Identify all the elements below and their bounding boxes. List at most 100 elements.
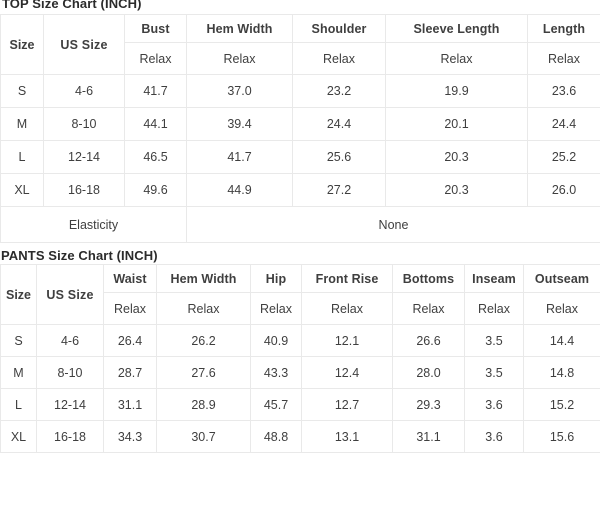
cell-hem-width: 44.9 <box>186 173 293 207</box>
cell-waist: 26.4 <box>103 324 157 357</box>
cell-size: M <box>0 356 37 389</box>
cell-us-size: 8-10 <box>43 107 125 141</box>
table-row: L 12-14 46.5 41.7 25.6 20.3 25.2 <box>0 140 600 174</box>
column-header-waist: Waist <box>103 264 157 293</box>
fit-label-bottoms: Relax <box>392 292 465 325</box>
fit-label-hip: Relax <box>250 292 302 325</box>
cell-bottoms: 31.1 <box>392 420 465 453</box>
cell-size: XL <box>0 420 37 453</box>
cell-size: XL <box>0 173 44 207</box>
table-fit-row: Relax Relax Relax Relax Relax Relax Rela… <box>1 292 600 325</box>
cell-front-rise: 12.1 <box>301 324 393 357</box>
fit-label-length: Relax <box>527 42 600 75</box>
column-header-us-size: US Size <box>36 264 104 325</box>
cell-shoulder: 25.6 <box>292 140 386 174</box>
size-chart-page: TOP Size Chart (INCH) Size US Size Bust … <box>0 0 600 453</box>
cell-sleeve-length: 20.1 <box>385 107 528 141</box>
cell-hem-width: 28.9 <box>156 388 251 421</box>
table-row: S 4-6 41.7 37.0 23.2 19.9 23.6 <box>0 74 600 108</box>
cell-outseam: 14.8 <box>523 356 600 389</box>
column-header-outseam: Outseam <box>523 264 600 293</box>
cell-bust: 41.7 <box>124 74 187 108</box>
cell-size: L <box>0 388 37 421</box>
cell-waist: 34.3 <box>103 420 157 453</box>
table-row: XL 16-18 34.3 30.7 48.8 13.1 31.1 3.6 15… <box>0 420 600 453</box>
fit-label-hem-width: Relax <box>186 42 293 75</box>
cell-hem-width: 37.0 <box>186 74 293 108</box>
fit-label-waist: Relax <box>103 292 157 325</box>
table-row: S 4-6 26.4 26.2 40.9 12.1 26.6 3.5 14.4 <box>0 324 600 357</box>
cell-hem-width: 41.7 <box>186 140 293 174</box>
cell-front-rise: 12.7 <box>301 388 393 421</box>
column-header-front-rise: Front Rise <box>301 264 393 293</box>
column-header-size: Size <box>0 14 44 75</box>
fit-label-sleeve-length: Relax <box>385 42 528 75</box>
cell-front-rise: 12.4 <box>301 356 393 389</box>
fit-label-bust: Relax <box>124 42 187 75</box>
column-header-shoulder: Shoulder <box>292 14 386 43</box>
column-header-hem-width: Hem Width <box>186 14 293 43</box>
cell-us-size: 8-10 <box>36 356 104 389</box>
column-header-hip: Hip <box>250 264 302 293</box>
cell-bust: 46.5 <box>124 140 187 174</box>
table-footer-row: Elasticity None <box>0 206 600 243</box>
cell-bust: 44.1 <box>124 107 187 141</box>
cell-size: M <box>0 107 44 141</box>
cell-hem-width: 26.2 <box>156 324 251 357</box>
cell-length: 24.4 <box>527 107 600 141</box>
column-header-bust: Bust <box>124 14 187 43</box>
cell-size: L <box>0 140 44 174</box>
cell-bottoms: 29.3 <box>392 388 465 421</box>
cell-bottoms: 28.0 <box>392 356 465 389</box>
pants-chart-title-wrapper: PANTS Size Chart (INCH) <box>0 243 600 264</box>
cell-sleeve-length: 19.9 <box>385 74 528 108</box>
column-header-length: Length <box>527 14 600 43</box>
table-row: M 8-10 28.7 27.6 43.3 12.4 28.0 3.5 14.8 <box>0 356 600 389</box>
cell-hem-width: 39.4 <box>186 107 293 141</box>
table-row: L 12-14 31.1 28.9 45.7 12.7 29.3 3.6 15.… <box>0 388 600 421</box>
elasticity-label: Elasticity <box>0 206 187 243</box>
top-chart-title: TOP Size Chart (INCH) <box>2 0 142 11</box>
cell-us-size: 12-14 <box>43 140 125 174</box>
cell-length: 23.6 <box>527 74 600 108</box>
cell-us-size: 16-18 <box>36 420 104 453</box>
fit-label-hem-width: Relax <box>156 292 251 325</box>
fit-label-outseam: Relax <box>523 292 600 325</box>
cell-shoulder: 24.4 <box>292 107 386 141</box>
cell-bust: 49.6 <box>124 173 187 207</box>
fit-label-front-rise: Relax <box>301 292 393 325</box>
elasticity-value: None <box>186 206 600 243</box>
cell-shoulder: 23.2 <box>292 74 386 108</box>
cell-outseam: 15.2 <box>523 388 600 421</box>
cell-inseam: 3.5 <box>464 356 524 389</box>
cell-inseam: 3.6 <box>464 420 524 453</box>
table-header-row: Size US Size Bust Hem Width Shoulder Sle… <box>0 14 600 75</box>
cell-outseam: 14.4 <box>523 324 600 357</box>
top-chart-title-wrapper: TOP Size Chart (INCH) <box>0 0 600 14</box>
column-header-size: Size <box>0 264 37 325</box>
cell-hip: 43.3 <box>250 356 302 389</box>
cell-us-size: 4-6 <box>43 74 125 108</box>
cell-hem-width: 30.7 <box>156 420 251 453</box>
cell-us-size: 4-6 <box>36 324 104 357</box>
cell-size: S <box>0 324 37 357</box>
cell-shoulder: 27.2 <box>292 173 386 207</box>
column-header-us-size: US Size <box>43 14 125 75</box>
table-row: XL 16-18 49.6 44.9 27.2 20.3 26.0 <box>0 173 600 207</box>
top-size-chart-table: Size US Size Bust Hem Width Shoulder Sle… <box>0 14 600 243</box>
cell-length: 26.0 <box>527 173 600 207</box>
cell-hem-width: 27.6 <box>156 356 251 389</box>
cell-waist: 31.1 <box>103 388 157 421</box>
cell-inseam: 3.5 <box>464 324 524 357</box>
column-header-hem-width: Hem Width <box>156 264 251 293</box>
table-header-row: Size US Size Waist Hem Width Hip Front R… <box>0 264 600 325</box>
table-row: M 8-10 44.1 39.4 24.4 20.1 24.4 <box>0 107 600 141</box>
cell-size: S <box>0 74 44 108</box>
table-fit-row: Relax Relax Relax Relax Relax <box>1 42 600 75</box>
cell-waist: 28.7 <box>103 356 157 389</box>
cell-hip: 40.9 <box>250 324 302 357</box>
cell-inseam: 3.6 <box>464 388 524 421</box>
cell-front-rise: 13.1 <box>301 420 393 453</box>
cell-hip: 48.8 <box>250 420 302 453</box>
cell-us-size: 12-14 <box>36 388 104 421</box>
